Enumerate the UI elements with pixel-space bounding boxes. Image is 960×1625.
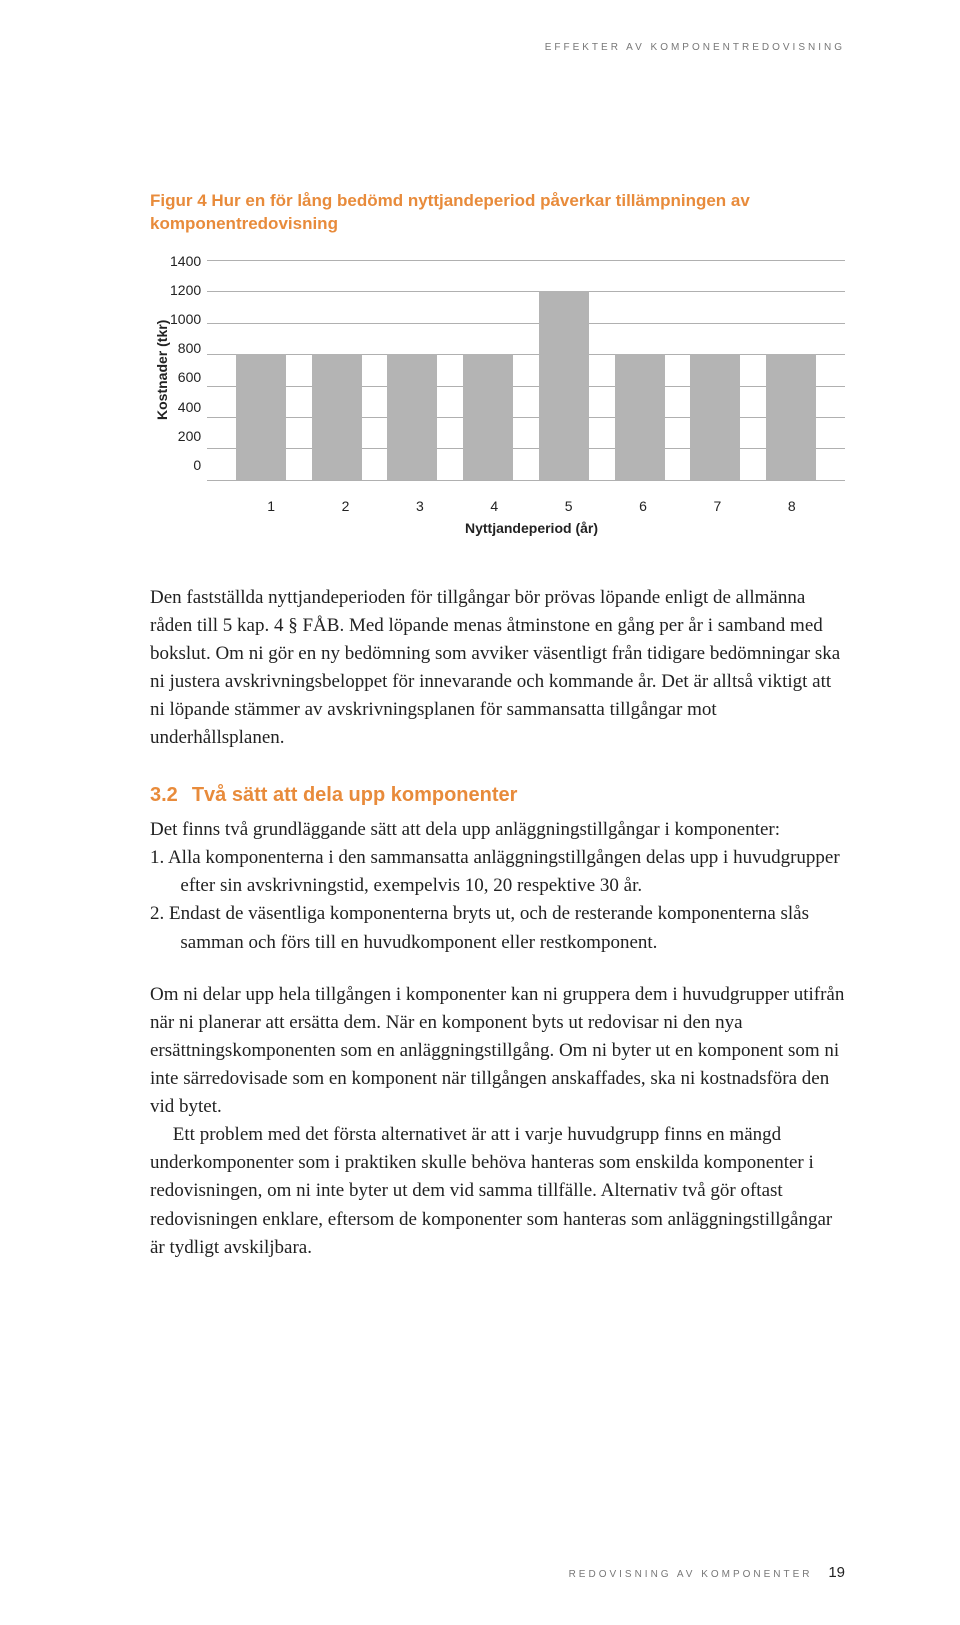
chart-bar [766, 354, 816, 480]
chart-plot-area [207, 260, 845, 480]
chart-bar [387, 354, 437, 480]
chart-y-tick: 400 [170, 399, 201, 415]
list-item: 1. Alla komponenterna i den sammansatta … [150, 844, 845, 900]
chart-y-ticks: 1400 1200 1000 800 600 400 200 0 [170, 253, 207, 473]
chart-y-tick: 0 [170, 457, 201, 473]
chart-x-tick: 1 [246, 498, 296, 514]
page-number: 19 [828, 1564, 845, 1581]
chart-x-tick: 4 [469, 498, 519, 514]
running-header: EFFEKTER AV KOMPONENTREDOVISNING [545, 42, 845, 53]
chart-bar [236, 354, 286, 480]
paragraph: Ett problem med det första alternativet … [150, 1121, 845, 1262]
page-footer: REDOVISNING AV KOMPONENTER 19 [569, 1564, 845, 1581]
section-title: Två sätt att dela upp komponenter [192, 784, 518, 806]
chart-x-tick: 7 [692, 498, 742, 514]
chart-x-axis-label: Nyttjandeperiod (år) [218, 520, 845, 536]
chart-gridline [207, 480, 845, 481]
chart-x-tick: 8 [767, 498, 817, 514]
chart-x-tick: 6 [618, 498, 668, 514]
chart-y-tick: 800 [170, 340, 201, 356]
section-heading: 3.2 Två sätt att dela upp komponenter [150, 781, 845, 811]
paragraph: Den fastställda nyttjandeperioden för ti… [150, 584, 845, 753]
chart-bar [463, 354, 513, 480]
paragraph: Det finns två grundläggande sätt att del… [150, 816, 845, 844]
numbered-list: 1. Alla komponenterna i den sammansatta … [150, 844, 845, 956]
list-item: 2. Endast de väsentliga komponenterna br… [150, 900, 845, 956]
chart: Kostnader (tkr) 140012001000800600400200… [150, 260, 845, 480]
chart-bar [615, 354, 665, 480]
chart-y-tick: 1000 [170, 311, 201, 327]
chart-x-axis: 1 2 3 4 5 6 7 8 Nyttjandeperiod (år) [150, 492, 845, 536]
chart-y-axis-label: Kostnader (tkr) [150, 260, 170, 480]
paragraph: Om ni delar upp hela tillgången i kompon… [150, 981, 845, 1122]
chart-x-tick: 5 [544, 498, 594, 514]
body-text: Den fastställda nyttjandeperioden för ti… [150, 584, 845, 1262]
chart-bar [690, 354, 740, 480]
chart-y-tick: 1400 [170, 253, 201, 269]
chart-x-tick: 2 [321, 498, 371, 514]
section-number: 3.2 [150, 784, 178, 806]
chart-y-tick: 200 [170, 428, 201, 444]
chart-bar [539, 291, 589, 480]
figure-caption: Figur 4 Hur en för lång bedömd nyttjande… [150, 190, 845, 236]
chart-bars [207, 260, 845, 480]
chart-bar [312, 354, 362, 480]
chart-y-tick: 600 [170, 369, 201, 385]
chart-x-tick: 3 [395, 498, 445, 514]
footer-label: REDOVISNING AV KOMPONENTER [569, 1569, 813, 1580]
chart-y-tick: 1200 [170, 282, 201, 298]
